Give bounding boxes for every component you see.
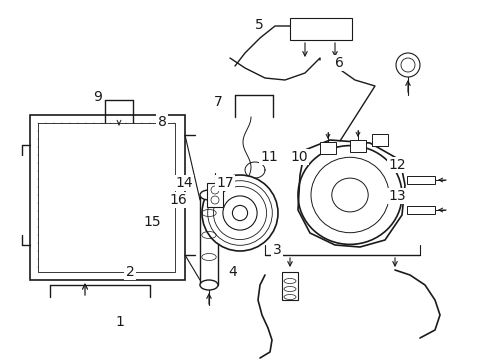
Text: 13: 13	[387, 189, 405, 203]
Text: 8: 8	[157, 115, 166, 129]
Text: 7: 7	[213, 95, 222, 109]
Bar	[406, 206, 434, 214]
Bar	[38, 123, 175, 272]
Ellipse shape	[297, 145, 401, 244]
Circle shape	[232, 206, 247, 221]
Text: 10: 10	[289, 150, 307, 164]
Bar	[371, 134, 387, 146]
Text: 6: 6	[334, 56, 343, 70]
Text: 3: 3	[272, 243, 281, 257]
Text: 4: 4	[228, 265, 237, 279]
Circle shape	[395, 53, 419, 77]
Text: 11: 11	[260, 150, 277, 164]
Ellipse shape	[310, 157, 388, 233]
Bar	[282, 272, 297, 300]
Bar	[406, 176, 434, 184]
Text: 5: 5	[254, 18, 263, 32]
Bar	[200, 195, 218, 285]
Bar	[206, 183, 223, 207]
Text: 17: 17	[216, 176, 233, 190]
Text: 15: 15	[143, 215, 161, 229]
Bar	[30, 115, 184, 280]
Bar	[319, 142, 335, 154]
Text: 9: 9	[93, 90, 102, 104]
Text: 2: 2	[125, 265, 134, 279]
Text: 1: 1	[115, 315, 124, 329]
Text: 14: 14	[175, 176, 192, 190]
Circle shape	[223, 196, 257, 230]
Bar	[349, 140, 365, 152]
Ellipse shape	[331, 178, 367, 212]
Circle shape	[202, 175, 278, 251]
Bar	[289, 18, 351, 40]
Ellipse shape	[200, 190, 218, 200]
Text: 16: 16	[169, 193, 186, 207]
Text: 12: 12	[387, 158, 405, 172]
Ellipse shape	[200, 280, 218, 290]
